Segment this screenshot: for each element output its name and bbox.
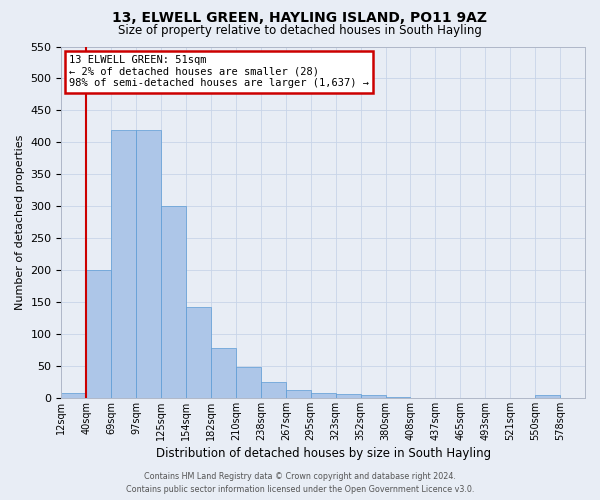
Bar	[311, 393, 335, 398]
Bar	[161, 206, 186, 398]
Bar	[136, 130, 161, 398]
Y-axis label: Number of detached properties: Number of detached properties	[15, 134, 25, 310]
Bar	[186, 306, 211, 398]
Text: 13, ELWELL GREEN, HAYLING ISLAND, PO11 9AZ: 13, ELWELL GREEN, HAYLING ISLAND, PO11 9…	[113, 11, 487, 25]
Bar	[236, 367, 261, 398]
Bar	[111, 130, 136, 398]
Bar	[86, 270, 111, 398]
Bar	[261, 382, 286, 398]
Bar	[286, 390, 311, 398]
Text: Contains HM Land Registry data © Crown copyright and database right 2024.
Contai: Contains HM Land Registry data © Crown c…	[126, 472, 474, 494]
Bar	[535, 396, 560, 398]
Bar	[211, 348, 236, 398]
Bar	[386, 396, 410, 398]
Bar	[335, 394, 361, 398]
Bar	[361, 396, 386, 398]
Text: 13 ELWELL GREEN: 51sqm
← 2% of detached houses are smaller (28)
98% of semi-deta: 13 ELWELL GREEN: 51sqm ← 2% of detached …	[69, 56, 369, 88]
Text: Size of property relative to detached houses in South Hayling: Size of property relative to detached ho…	[118, 24, 482, 37]
X-axis label: Distribution of detached houses by size in South Hayling: Distribution of detached houses by size …	[155, 447, 491, 460]
Bar	[61, 393, 86, 398]
